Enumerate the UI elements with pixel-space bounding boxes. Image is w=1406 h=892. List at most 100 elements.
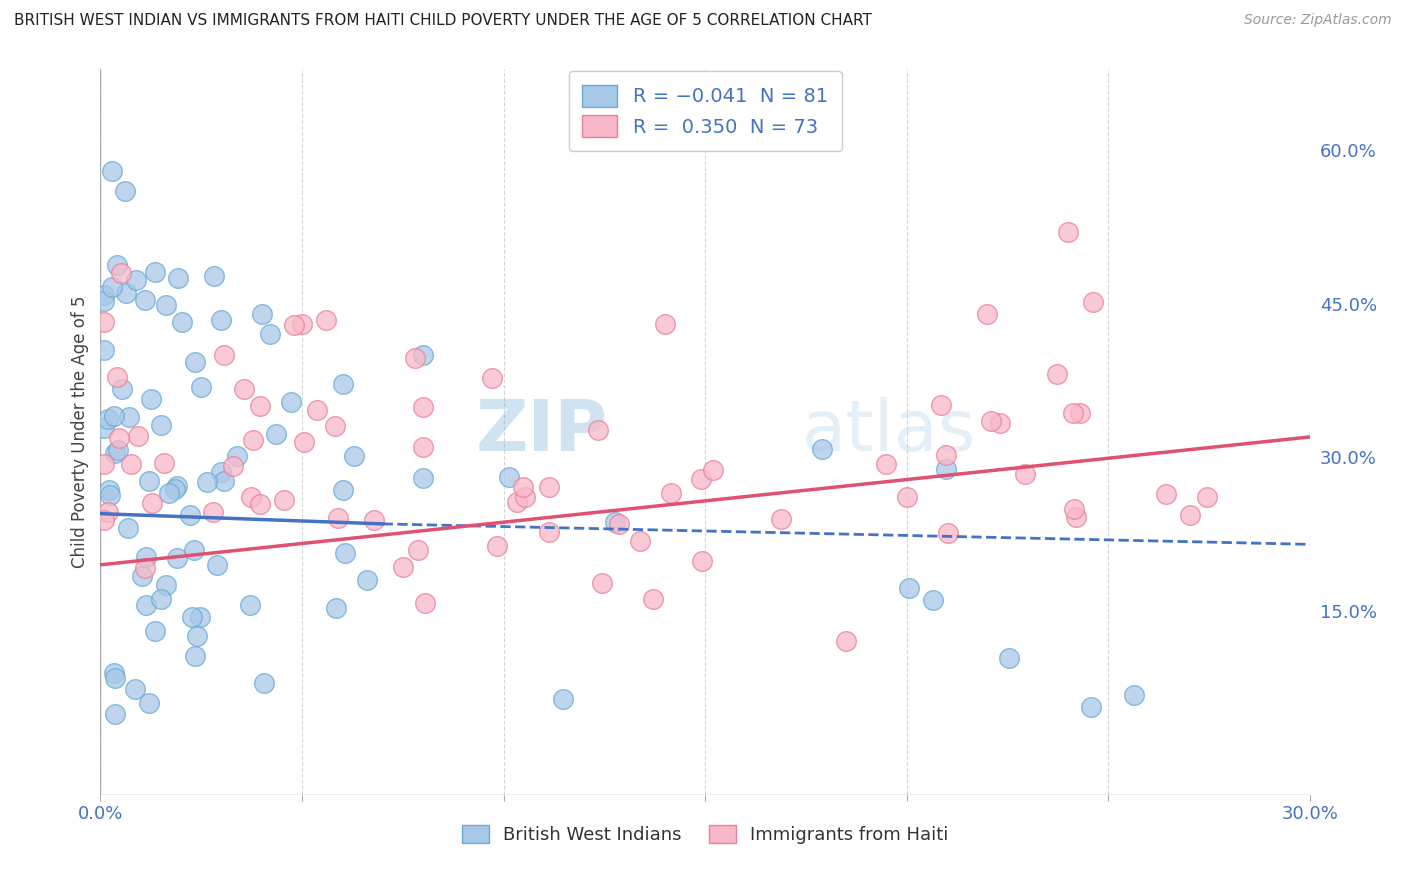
Point bbox=[226, 450, 249, 464]
Point bbox=[250, 307, 273, 321]
Point bbox=[166, 550, 188, 565]
Point bbox=[232, 382, 254, 396]
Point bbox=[506, 495, 529, 509]
Point bbox=[770, 512, 793, 526]
Y-axis label: Child Poverty Under the Age of 5: Child Poverty Under the Age of 5 bbox=[72, 295, 89, 568]
Point bbox=[105, 258, 128, 272]
Point bbox=[135, 598, 157, 612]
Point bbox=[332, 377, 354, 392]
Point bbox=[404, 351, 426, 365]
Point bbox=[1154, 486, 1177, 500]
Point bbox=[201, 504, 224, 518]
Point bbox=[209, 466, 232, 480]
Point bbox=[315, 313, 337, 327]
Point bbox=[283, 318, 305, 332]
Point bbox=[166, 479, 188, 493]
Point bbox=[323, 419, 346, 434]
Point bbox=[1062, 406, 1084, 420]
Point bbox=[1014, 467, 1036, 482]
Point bbox=[115, 285, 138, 300]
Point bbox=[412, 401, 434, 415]
Point bbox=[481, 371, 503, 385]
Point bbox=[690, 472, 713, 486]
Point bbox=[253, 676, 276, 690]
Point bbox=[184, 354, 207, 368]
Point bbox=[294, 434, 316, 449]
Point bbox=[485, 539, 508, 553]
Point bbox=[172, 315, 194, 329]
Point bbox=[325, 601, 347, 615]
Point bbox=[406, 543, 429, 558]
Point bbox=[591, 576, 613, 591]
Point bbox=[415, 596, 437, 610]
Point bbox=[976, 307, 998, 321]
Point bbox=[921, 592, 943, 607]
Point bbox=[155, 298, 177, 312]
Point bbox=[108, 431, 131, 445]
Point bbox=[363, 513, 385, 527]
Point bbox=[184, 649, 207, 664]
Text: ZIP: ZIP bbox=[477, 397, 609, 467]
Point bbox=[104, 446, 127, 460]
Point bbox=[659, 486, 682, 500]
Point bbox=[242, 433, 264, 447]
Point bbox=[988, 416, 1011, 430]
Point bbox=[195, 475, 218, 489]
Point bbox=[118, 410, 141, 425]
Point bbox=[97, 483, 120, 498]
Point bbox=[512, 480, 534, 494]
Point bbox=[93, 421, 115, 435]
Point bbox=[1123, 689, 1146, 703]
Point bbox=[145, 265, 167, 279]
Point bbox=[498, 470, 520, 484]
Point bbox=[139, 392, 162, 406]
Point bbox=[897, 581, 920, 595]
Point bbox=[1057, 225, 1080, 239]
Point bbox=[183, 543, 205, 558]
Point bbox=[875, 457, 897, 471]
Point bbox=[138, 696, 160, 710]
Point bbox=[690, 554, 713, 568]
Point bbox=[114, 184, 136, 198]
Point bbox=[104, 671, 127, 685]
Point bbox=[834, 633, 856, 648]
Point bbox=[186, 629, 208, 643]
Point bbox=[98, 488, 121, 502]
Point bbox=[326, 511, 349, 525]
Point bbox=[249, 497, 271, 511]
Point bbox=[207, 558, 229, 573]
Text: Source: ZipAtlas.com: Source: ZipAtlas.com bbox=[1244, 13, 1392, 28]
Point bbox=[120, 457, 142, 471]
Point bbox=[141, 496, 163, 510]
Point bbox=[97, 505, 120, 519]
Point bbox=[259, 327, 281, 342]
Point bbox=[105, 370, 128, 384]
Point bbox=[305, 403, 328, 417]
Point bbox=[117, 521, 139, 535]
Point bbox=[1063, 502, 1085, 516]
Point bbox=[412, 348, 434, 362]
Point bbox=[93, 457, 115, 471]
Point bbox=[155, 578, 177, 592]
Point bbox=[124, 273, 146, 287]
Point bbox=[239, 598, 262, 612]
Point bbox=[412, 441, 434, 455]
Point bbox=[997, 651, 1019, 665]
Point bbox=[1080, 700, 1102, 714]
Point bbox=[810, 442, 832, 457]
Point bbox=[157, 486, 180, 500]
Point bbox=[163, 482, 186, 496]
Point bbox=[935, 462, 957, 476]
Point bbox=[209, 313, 232, 327]
Point bbox=[150, 591, 173, 606]
Point bbox=[212, 474, 235, 488]
Point bbox=[1069, 406, 1091, 420]
Point bbox=[586, 423, 609, 437]
Point bbox=[935, 448, 957, 462]
Point bbox=[190, 380, 212, 394]
Point bbox=[332, 483, 354, 498]
Point bbox=[607, 517, 630, 532]
Point bbox=[93, 293, 115, 308]
Point bbox=[138, 474, 160, 488]
Point bbox=[1197, 490, 1219, 504]
